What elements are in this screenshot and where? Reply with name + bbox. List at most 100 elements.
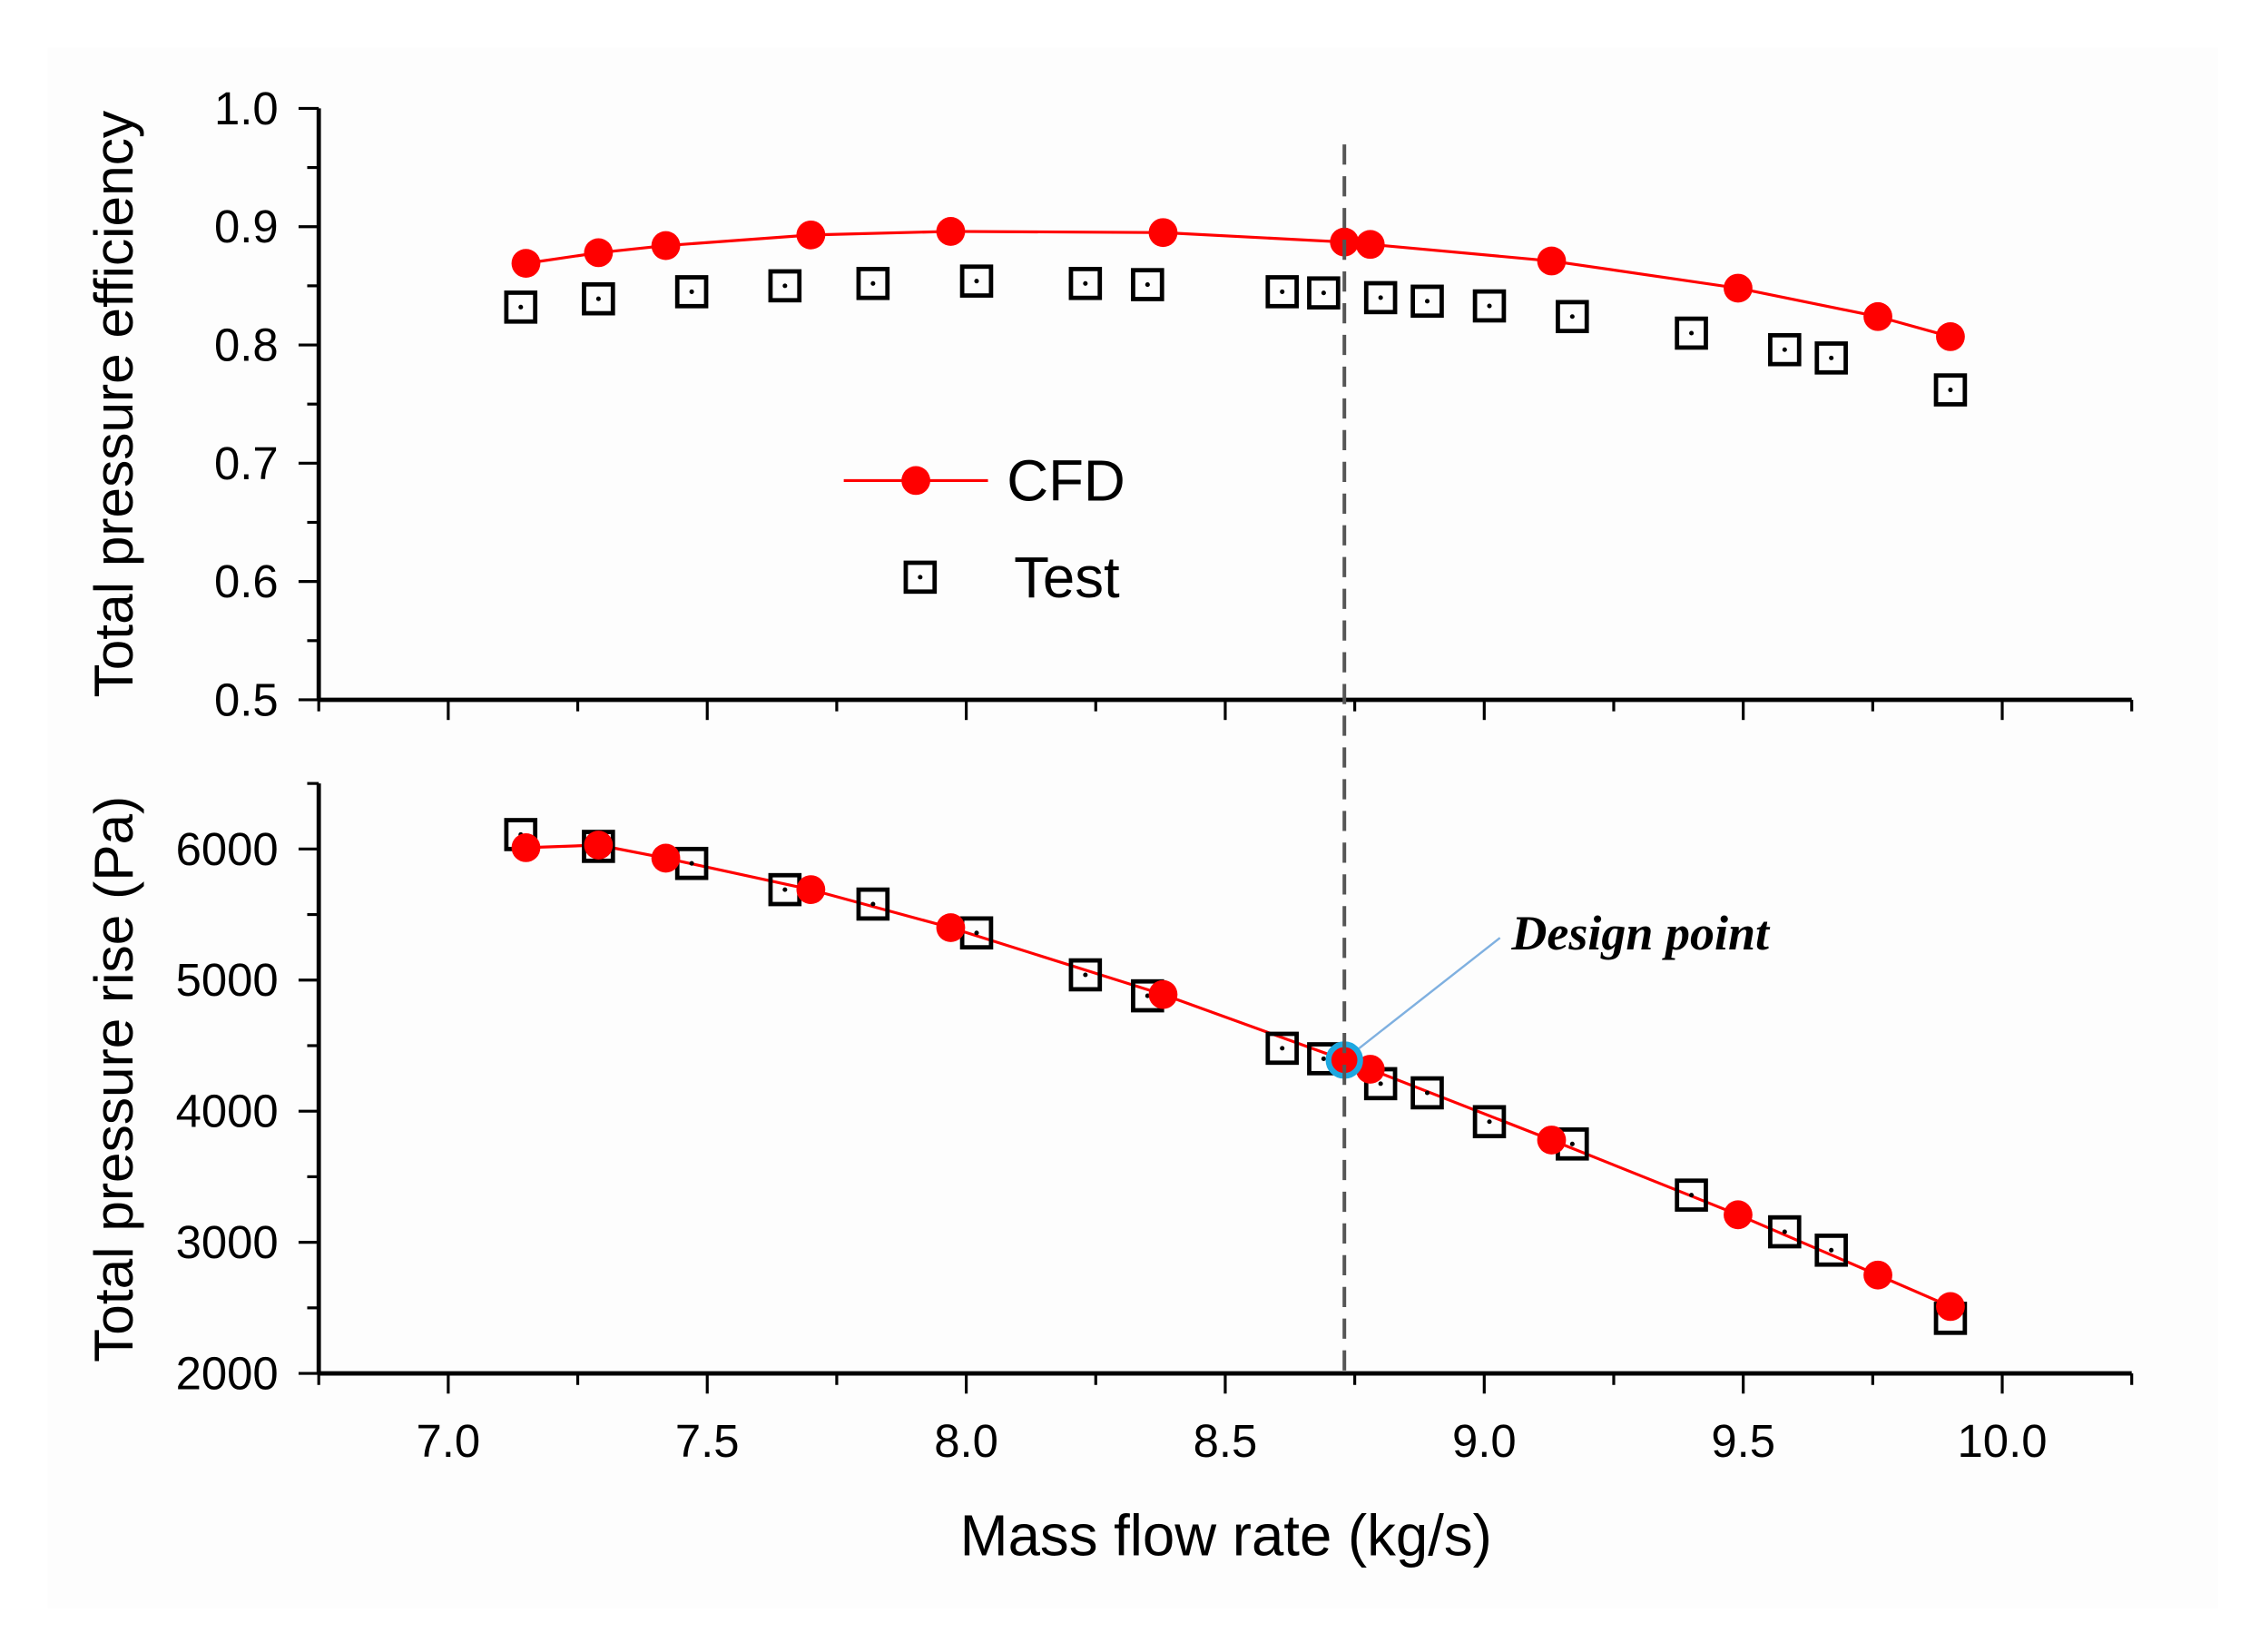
test-point-dot [1378,1081,1383,1087]
design-point-label: Design point [1510,906,1771,960]
x-tick-label: 8.5 [1194,1415,1258,1467]
x-tick-label: 10.0 [1958,1415,2048,1467]
cfd-point [1863,1260,1892,1290]
cfd-point [1537,246,1567,276]
cfd-point [1936,322,1965,351]
test-point [856,887,890,921]
x-tick-label: 7.0 [417,1415,481,1467]
test-point [768,269,802,303]
test-point-dot [974,930,979,936]
x-tick-label: 9.5 [1711,1415,1775,1467]
cfd-point [1863,301,1892,331]
x-tick-label: 8.0 [934,1415,998,1467]
cfd-point [1936,1292,1965,1322]
test-point [1410,284,1444,319]
y-tick-label: 0.7 [214,438,279,489]
test-point [1768,1214,1802,1249]
test-point [1363,280,1398,315]
cfd-point [584,831,614,860]
test-point-dot [1829,355,1834,360]
test-point [1131,268,1164,301]
y-tick-label: 1.0 [214,83,279,134]
test-point [1556,300,1589,334]
plot-background [47,47,2219,1609]
test-point-dot [1689,1193,1695,1198]
test-point [1814,1234,1848,1267]
bottom-ylabel: Total pressure rise (Pa) [83,796,144,1362]
test-point-dot [1378,295,1383,300]
test-point [1675,316,1708,350]
test-point [856,267,890,300]
test-point-dot [870,901,876,907]
test-point-dot [1424,1090,1430,1096]
legend-test-marker [903,560,938,595]
y-tick-label: 4000 [176,1086,279,1137]
y-tick-label: 0.5 [214,674,279,725]
test-point-dot [1487,303,1492,309]
cfd-point [651,231,681,261]
cfd-point [796,220,826,250]
test-point [959,264,994,298]
test-point-dot [1487,1119,1492,1125]
cfd-point [936,913,966,942]
test-point [1265,275,1299,309]
cfd-point [511,833,541,862]
test-point-dot [1569,314,1575,320]
test-point-dot [1569,1141,1575,1146]
y-tick-label: 0.9 [214,201,279,252]
test-point [582,281,615,316]
cfd-point [1148,218,1178,248]
cfd-point [1355,1055,1385,1084]
cfd-point [796,875,826,905]
test-point [1814,341,1848,375]
test-point-dot [1280,289,1285,294]
test-point-dot [1782,1229,1787,1234]
test-point [1068,267,1103,300]
test-point-dot [518,304,524,310]
y-tick-label: 5000 [176,954,279,1006]
y-tick-label: 0.8 [214,320,279,371]
y-tick-label: 3000 [176,1216,279,1268]
test-point-dot [782,283,788,289]
cfd-point [511,249,541,279]
cfd-point [1355,230,1385,260]
cfd-point [936,217,966,246]
test-point-dot [870,280,876,286]
test-point [1307,276,1341,310]
test-point-dot [1321,290,1326,296]
test-point [674,275,709,309]
top-ylabel: Total pressure efficiency [83,110,144,697]
test-point [1768,332,1802,367]
legend-cfd-label: CFD [1007,449,1125,514]
test-point [1410,1076,1444,1110]
legend-cfd-marker [901,466,930,496]
test-point-dot [1083,972,1088,978]
x-tick-label: 9.0 [1452,1415,1517,1467]
y-tick-label: 6000 [176,823,279,875]
test-point-dot [689,289,694,294]
y-tick-label: 2000 [176,1348,279,1400]
cfd-point [651,843,681,873]
test-point-dot [1829,1247,1834,1253]
test-point-dot [595,296,601,301]
test-point [1472,1105,1507,1139]
test-point [1472,289,1507,323]
cfd-point [1148,979,1178,1009]
test-point-dot [1948,388,1953,393]
test-point [504,290,538,324]
test-point-dot [974,279,979,284]
xlabel: Mass flow rate (kg/s) [960,1503,1492,1568]
test-point-dot [1280,1046,1285,1051]
test-point-dot [1145,282,1150,288]
test-point-dot [1782,347,1787,352]
legend: CFD Test [843,449,1125,610]
test-point [1933,373,1968,407]
test-point-dot [1321,1056,1326,1061]
test-point [1675,1178,1708,1212]
test-point-dot [1689,330,1695,336]
y-tick-label: 0.6 [214,556,279,607]
test-point [1265,1031,1299,1066]
cfd-point [584,238,614,268]
legend-test-label: Test [1014,546,1120,610]
